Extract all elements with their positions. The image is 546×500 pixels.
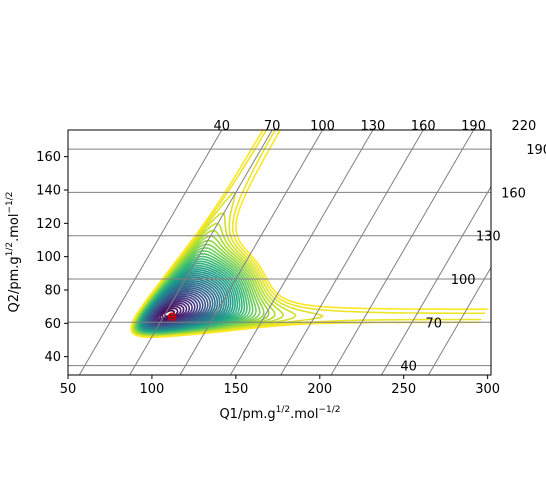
y-tick-label: 160 bbox=[36, 150, 61, 165]
grid-label-right: 70 bbox=[426, 316, 443, 331]
grid-label-top: 100 bbox=[310, 119, 335, 134]
grid-line-q1 bbox=[330, 130, 475, 375]
axes-frame bbox=[67, 129, 492, 376]
y-tick-label: 100 bbox=[36, 250, 61, 265]
grid-label-top: 130 bbox=[360, 119, 385, 134]
grid-label-right: 160 bbox=[501, 186, 526, 201]
grid-line-q1 bbox=[280, 130, 424, 375]
x-axis-title: Q1/pm.g1/2.mol−1/2 bbox=[219, 405, 340, 422]
grid-label-top: 70 bbox=[264, 119, 281, 134]
plot-area bbox=[68, 130, 491, 375]
y-axis-ticks: 40 60 80 100 120 140 160 bbox=[36, 150, 68, 365]
y-tick-label: 60 bbox=[44, 317, 61, 332]
contour-lines bbox=[130, 130, 488, 338]
x-tick-label: 200 bbox=[307, 382, 332, 397]
minimum-marker bbox=[167, 312, 177, 321]
y-tick-label: 140 bbox=[36, 184, 61, 199]
x-tick-label: 50 bbox=[60, 382, 77, 397]
contour-level bbox=[130, 130, 488, 338]
minimum-point bbox=[167, 312, 177, 321]
skewed-grid bbox=[68, 130, 491, 375]
grid-label-right: 100 bbox=[451, 273, 476, 288]
x-tick-label: 300 bbox=[475, 382, 500, 397]
grid-label-top: 40 bbox=[214, 119, 231, 134]
grid-label-right: 190 bbox=[526, 143, 546, 158]
y-axis-title: Q2/pm.g1/2.mol−1/2 bbox=[5, 191, 22, 312]
grid-label-right: 130 bbox=[476, 230, 501, 245]
grid-label-right: 40 bbox=[400, 360, 417, 375]
x-tick-label: 100 bbox=[140, 382, 165, 397]
x-axis-ticks: 50 100 150 200 250 300 bbox=[60, 375, 500, 397]
grid-labels: 4070100130160190220248407010013016019022… bbox=[214, 119, 546, 375]
x-tick-label: 250 bbox=[391, 382, 416, 397]
grid-line-q1 bbox=[380, 185, 491, 375]
grid-label-top: 190 bbox=[461, 119, 486, 134]
x-tick-label: 150 bbox=[223, 382, 248, 397]
grid-label-top: 160 bbox=[411, 119, 436, 134]
y-tick-label: 120 bbox=[36, 217, 61, 232]
y-tick-label: 80 bbox=[44, 284, 61, 299]
grid-line-q1 bbox=[427, 266, 491, 375]
grid-label-top: 220 bbox=[512, 119, 537, 134]
contour-level bbox=[130, 130, 486, 338]
y-tick-label: 40 bbox=[44, 350, 61, 365]
